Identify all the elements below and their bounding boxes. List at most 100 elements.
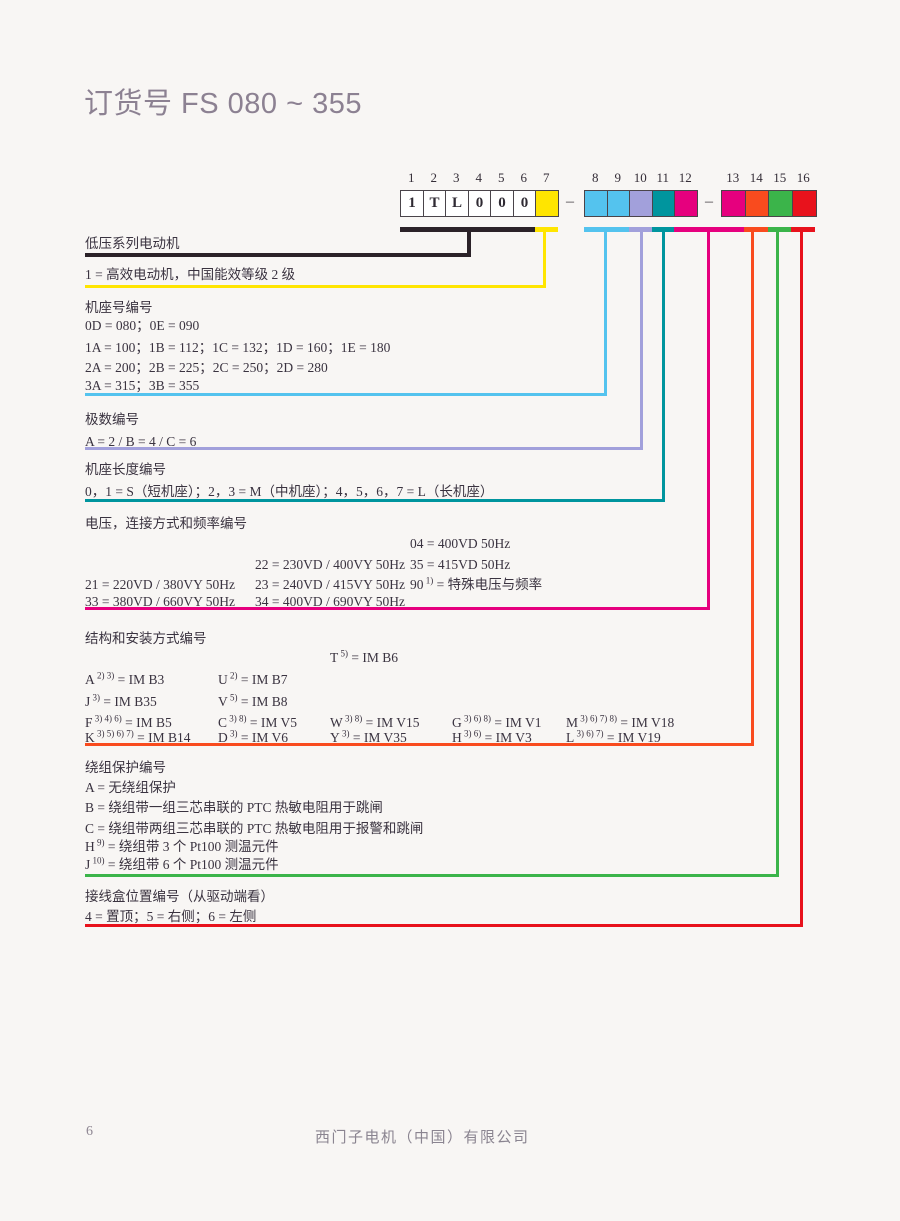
winding-item: J 10) = 绕组带 6 个 Pt100 测温元件 [85,855,279,872]
position-number: 16 [796,170,810,185]
section-line: 0，1 = S（短机座）；2，3 = M（中机座）；4，5，6，7 = L（长机… [85,484,494,499]
color-bar [629,227,652,232]
color-bar [400,227,535,232]
winding-item: H 9) = 绕组带 3 个 Pt100 测温元件 [85,837,279,854]
position-number: 5 [498,170,505,185]
code-cell: 1 [400,190,425,217]
connector-line [799,230,803,927]
code-cell: 0 [512,190,537,217]
code-cell [744,190,770,217]
section-underline [85,924,803,927]
section-heading: 机座号编号 [85,300,153,315]
connector-line [543,230,546,288]
section-underline [85,499,665,502]
section-line: 2A = 200；2B = 225；2C = 250；2D = 280 [85,360,328,375]
color-bar [535,227,558,232]
mounting-entry: J 3) = IM B35 [85,692,157,709]
voltage-entry: 04 = 400VD 50Hz [410,536,511,551]
page-title: 订货号 FS 080 ~ 355 [84,88,362,120]
color-bar [744,227,768,232]
position-number: 6 [520,170,528,185]
section-line: 3A = 315；3B = 355 [85,378,200,393]
connector-line [603,230,607,396]
position-number: 15 [773,170,787,185]
section-heading: 极数编号 [85,412,139,427]
voltage-entry: 33 = 380VD / 660VY 50Hz [85,594,235,609]
connector-line [706,230,710,610]
mounting-entry: G 3) 6) 8) = IM V1 [452,713,542,730]
position-number: 14 [749,170,763,185]
position-number: 12 [678,170,692,185]
page-number: 6 [86,1124,93,1139]
mounting-entry: C 3) 8) = IM V5 [218,713,298,730]
connector-line [751,230,754,746]
mounting-entry: F 3) 4) 6) = IM B5 [85,713,172,730]
section-underline [85,253,470,257]
section-line: 1A = 100；1B = 112；1C = 132；1D = 160；1E =… [85,340,391,355]
section-underline [85,393,607,396]
code-cell [584,190,609,217]
section-underline [85,743,754,746]
winding-item: A = 无绕组保护 [85,780,176,795]
mounting-entry: V 5) = IM B8 [218,692,288,709]
position-number: 11 [656,170,670,185]
position-number: 3 [453,170,460,185]
position-number: 10 [633,170,647,185]
color-bar [674,227,744,232]
position-number: 1 [408,170,415,185]
connector-line [639,230,643,450]
connector-line [466,230,471,257]
color-bar [651,227,674,232]
position-number: 7 [543,170,550,185]
section-heading: 低压系列电动机 [85,236,180,251]
code-cell [721,190,747,217]
section-heading: 绕组保护编号 [85,760,166,775]
code-cell: L [445,190,470,217]
mounting-entry: W 3) 8) = IM V15 [330,713,420,730]
code-cell: 0 [490,190,515,217]
mounting-entry: D 3) = IM V6 [218,728,288,745]
color-bar [767,227,791,232]
mounting-entry: K 3) 5) 6) 7) = IM B14 [85,728,191,745]
code-cell [674,190,699,217]
section-heading: 机座长度编号 [85,462,166,477]
voltage-entry: 34 = 400VD / 690VY 50Hz [255,594,405,609]
code-cell [606,190,631,217]
section-heading: 电压，连接方式和频率编号 [85,516,247,531]
code-cell: 0 [467,190,492,217]
mounting-entry: M 3) 6) 7) 8) = IM V18 [566,713,675,730]
section-underline [85,607,710,610]
group-separator: – [566,193,574,210]
position-number: 4 [475,170,483,185]
footer-company: 西门子电机（中国）有限公司 [315,1129,530,1146]
section-heading: 接线盒位置编号（从驱动端看） [85,889,274,904]
position-number: 9 [614,170,622,185]
section-underline [85,285,546,288]
mounting-entry: H 3) 6) = IM V3 [452,728,532,745]
code-cell [651,190,676,217]
color-bar [584,227,629,232]
mounting-entry: T 5) = IM B6 [330,648,398,665]
color-bar [791,227,815,232]
section-line: A = 2 / B = 4 / C = 6 [85,434,197,449]
mounting-entry: L 3) 6) 7) = IM V19 [566,728,661,745]
code-cell [629,190,654,217]
voltage-entry: 90 1) = 特殊电压与频率 [410,575,543,592]
section-line: 1 = 高效电动机，中国能效等级 2 级 [85,267,296,282]
voltage-entry: 23 = 240VD / 415VY 50Hz [255,577,405,592]
voltage-entry: 21 = 220VD / 380VY 50Hz [85,577,235,592]
mounting-entry: U 2) = IM B7 [218,670,288,687]
connector-line [775,230,779,877]
winding-item: B = 绕组带一组三芯串联的 PTC 热敏电阻用于跳闸 [85,800,383,815]
section-underline [85,447,643,450]
section-line: 0D = 080；0E = 090 [85,318,200,333]
code-cell: T [422,190,447,217]
code-cell [535,190,560,217]
connector-line [662,230,665,502]
code-cell [791,190,817,217]
section-heading: 结构和安装方式编号 [85,631,207,646]
position-number: 13 [726,170,740,185]
voltage-entry: 35 = 415VD 50Hz [410,557,511,572]
winding-item: C = 绕组带两组三芯串联的 PTC 热敏电阻用于报警和跳闸 [85,821,424,836]
